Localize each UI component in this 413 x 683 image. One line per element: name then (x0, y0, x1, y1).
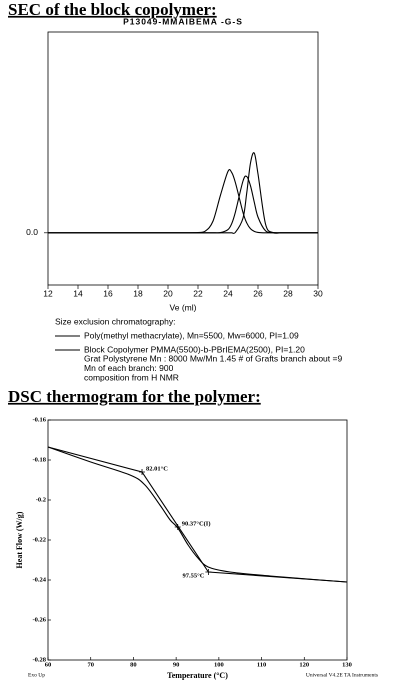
y-tick-label: -0.2 (36, 496, 46, 503)
annotation: 97.55°C (182, 572, 204, 579)
x-tick-label: 20 (163, 288, 173, 298)
annotation: 82.01°C (146, 465, 168, 472)
data-line (47, 446, 348, 583)
annotation: 90.37°C(I) (182, 520, 211, 527)
note: Mn of each branch: 900 (84, 363, 174, 373)
heading: DSC thermogram for the polymer: (8, 387, 261, 406)
x-tick-label: 12 (43, 288, 53, 298)
x-tick-label: 70 (87, 661, 94, 668)
data-line (47, 446, 348, 583)
x-tick-label: 18 (133, 288, 143, 298)
note: Grat Polystyrene Mn : 8000 Mw/Mn 1.45 # … (84, 353, 342, 363)
legend-title: Size exclusion chromatography: (55, 316, 175, 326)
x-tick-label: 90 (173, 661, 180, 668)
data-line (47, 152, 318, 234)
x-tick-label: 26 (253, 288, 263, 298)
plot-frame (47, 31, 319, 286)
x-tick-label: 60 (45, 661, 52, 668)
y-tick-label: -0.28 (32, 656, 46, 663)
y-tick-label: -0.24 (32, 576, 46, 583)
marker (174, 524, 181, 530)
x-tick-label: 14 (73, 288, 83, 298)
plot-frame (47, 419, 348, 661)
marker (139, 469, 146, 475)
footer: Exo Up (28, 672, 45, 678)
x-tick-label: 24 (223, 288, 233, 298)
y-tick-label: -0.22 (32, 536, 46, 543)
y-tick-label: -0.16 (32, 416, 46, 423)
x-tick-label: 30 (313, 288, 323, 298)
x-tick-label: 28 (283, 288, 293, 298)
x-tick-label: 130 (342, 661, 352, 668)
x-tick-label: 120 (299, 661, 309, 668)
legend-label: Poly(methyl methacrylate), Mn=5500, Mw=6… (84, 330, 299, 340)
y-tick-label: -0.26 (32, 616, 46, 623)
y-axis-label: Heat Flow (W/g) (15, 511, 24, 568)
y-tick-label: -0.18 (32, 456, 46, 463)
x-tick-label: 22 (193, 288, 203, 298)
legend-label: Block Copolymer PMMA(5500)-b-PBrIEMA(250… (84, 344, 305, 354)
x-tick-label: 110 (257, 661, 266, 668)
x-tick-label: 100 (214, 661, 224, 668)
heading: SEC of the block copolymer: (8, 0, 217, 19)
x-axis-label: Ve (ml) (170, 302, 197, 312)
x-axis-label: Temperature (°C) (167, 671, 228, 680)
data-line (47, 169, 318, 234)
note: composition from H NMR (84, 372, 179, 382)
marker (205, 569, 212, 575)
x-tick-label: 80 (130, 661, 137, 668)
footer: Universal V4.2E TA Instruments (306, 672, 378, 678)
data-line (47, 175, 318, 234)
chart-title: P13049-MMAIBEMA -G-S (123, 16, 243, 26)
y-tick-label: 0.0 (26, 227, 38, 237)
x-tick-label: 16 (103, 288, 113, 298)
